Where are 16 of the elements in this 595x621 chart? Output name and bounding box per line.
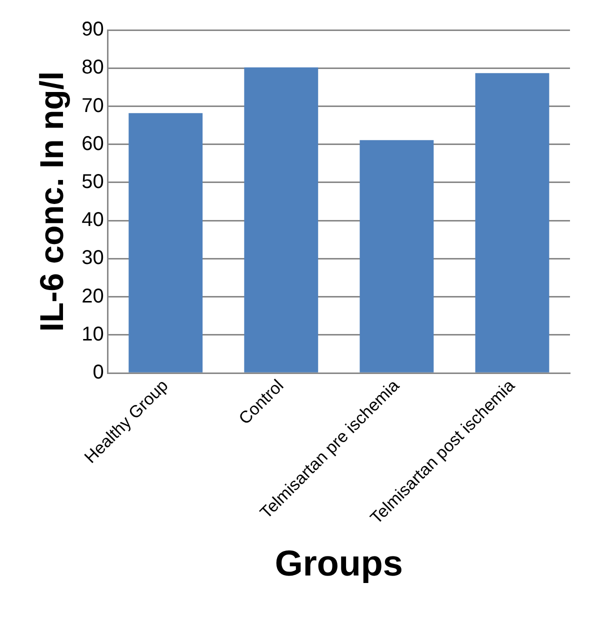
bar xyxy=(244,67,318,372)
y-tick-label: 80 xyxy=(82,56,104,79)
y-tick-label: 0 xyxy=(92,362,104,384)
y-tick-label: 30 xyxy=(82,247,104,270)
x-axis-title: Groups xyxy=(274,542,403,584)
y-tick-label: 90 xyxy=(82,18,104,41)
bar xyxy=(475,73,550,372)
y-tick-label: 60 xyxy=(82,132,104,155)
y-tick-label: 50 xyxy=(82,170,104,193)
y-tick-label: 70 xyxy=(82,94,104,117)
y-tick-label: 40 xyxy=(82,209,104,232)
y-axis-title: IL-6 conc. In ng/l xyxy=(32,71,70,332)
y-tick-label: 10 xyxy=(82,323,104,346)
bar xyxy=(360,140,434,372)
y-tick-label: 20 xyxy=(82,285,104,308)
bar xyxy=(128,113,203,372)
